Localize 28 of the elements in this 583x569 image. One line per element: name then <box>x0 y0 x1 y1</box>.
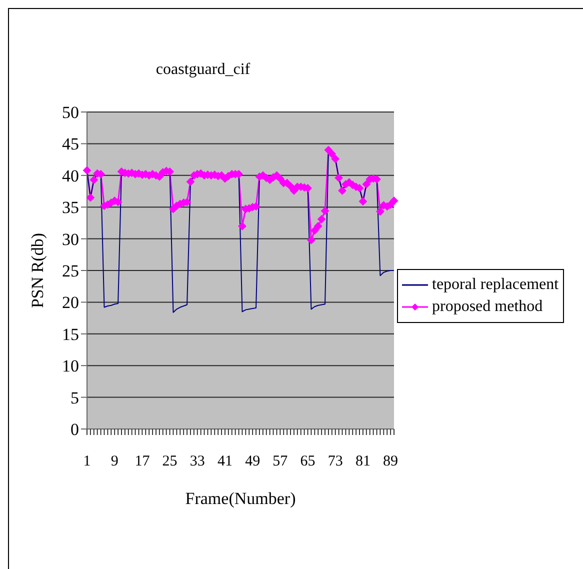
y-tick-label: 40 <box>62 166 79 186</box>
chart-title: coastguard_cif <box>154 61 252 79</box>
x-tick-label: 25 <box>162 454 178 470</box>
x-tick-label: 9 <box>110 454 118 470</box>
x-tick-label: 49 <box>245 454 260 470</box>
y-tick-label: 10 <box>62 356 79 376</box>
y-tick-label: 45 <box>62 134 79 154</box>
y-tick-label: 35 <box>62 198 79 218</box>
y-tick-label: 15 <box>62 324 79 344</box>
x-tick-label: 73 <box>328 454 343 470</box>
x-tick-label: 57 <box>272 454 288 470</box>
y-tick-label: 20 <box>62 293 79 312</box>
x-tick-label: 33 <box>190 454 205 470</box>
y-tick-label: 0 <box>70 420 79 440</box>
y-tick-label: 50 <box>62 103 79 122</box>
x-axis-title: Frame(Number) <box>185 489 296 508</box>
y-tick-label: 30 <box>62 230 79 249</box>
x-tick-label: 1 <box>83 454 91 470</box>
legend-label: teporal replacement <box>432 275 559 295</box>
x-tick-label: 17 <box>134 454 150 470</box>
x-tick-label: 81 <box>355 454 370 470</box>
x-tick-label: 65 <box>300 454 316 470</box>
y-tick-label: 5 <box>70 388 79 408</box>
x-tick-label: 41 <box>217 454 232 470</box>
legend-label: proposed method <box>432 297 543 317</box>
y-axis-title: PSN R(db) <box>28 232 48 308</box>
x-tick-label: 89 <box>383 454 398 470</box>
y-tick-label: 25 <box>62 262 79 281</box>
